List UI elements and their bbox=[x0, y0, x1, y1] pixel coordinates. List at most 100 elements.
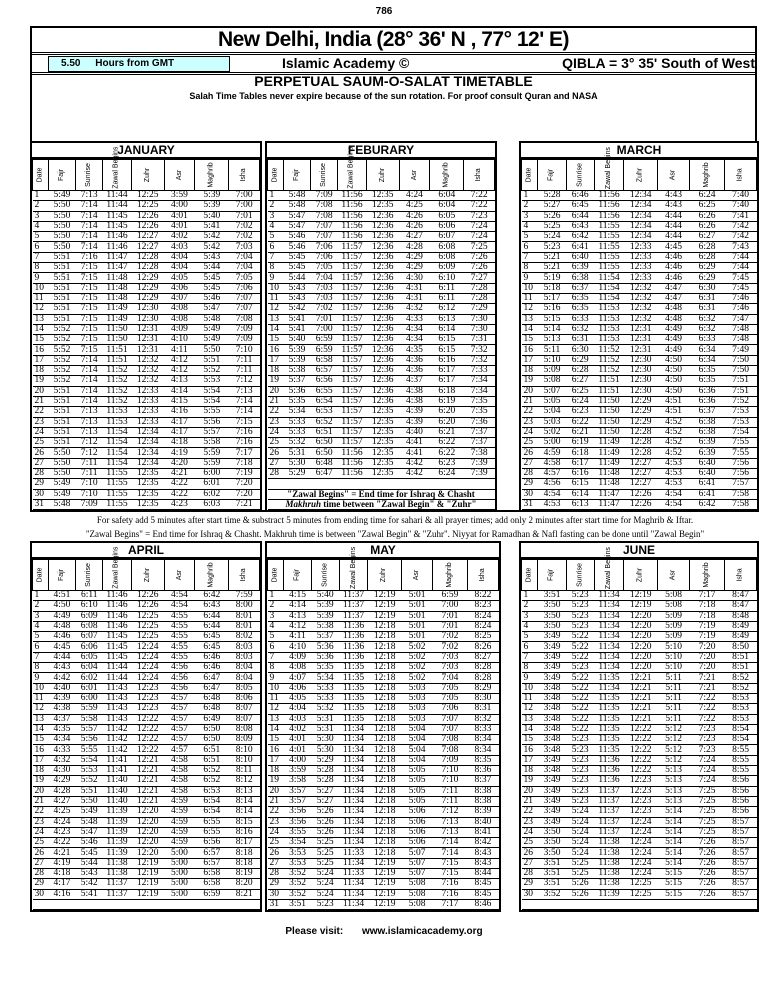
cell-zuhr: 12:33 bbox=[131, 396, 165, 408]
cell-zawal-begins: 11:45 bbox=[102, 221, 132, 233]
cell-date: 2 bbox=[267, 200, 284, 212]
cell-sunrise: 7:13 bbox=[75, 417, 103, 428]
cell-asr: 4:45 bbox=[657, 241, 690, 253]
cell-fajr: 4:57 bbox=[537, 468, 567, 480]
cell-sunrise: 7:15 bbox=[75, 334, 103, 346]
cell-asr: 4:42 bbox=[399, 468, 430, 480]
cell-asr: 4:54 bbox=[657, 489, 690, 500]
cell-zuhr: 12:20 bbox=[623, 652, 658, 664]
cell-maghrib: 6:27 bbox=[689, 231, 725, 243]
cell-fajr: 5:16 bbox=[537, 303, 567, 315]
cell-zuhr: 12:18 bbox=[367, 672, 402, 684]
cell-maghrib: 5:52 bbox=[194, 365, 229, 377]
cell-sunrise: 7:14 bbox=[75, 200, 103, 212]
cell-maghrib: 6:37 bbox=[689, 406, 725, 418]
cell-asr: 5:01 bbox=[401, 600, 433, 612]
cell-date: 6 bbox=[267, 641, 284, 653]
cell-isha: 8:27 bbox=[467, 652, 499, 664]
cell-asr: 5:02 bbox=[401, 672, 433, 684]
cell-zawal-begins: 11:45 bbox=[102, 631, 132, 643]
cell-maghrib: 6:51 bbox=[194, 755, 229, 767]
cell-maghrib: 6:39 bbox=[689, 437, 725, 449]
cell-maghrib: 7:18 bbox=[689, 611, 725, 622]
cell-zuhr: 12:31 bbox=[623, 344, 658, 356]
table-row: 26 4:59 6:18 11:49 12:28 4:52 6:39 7:55 bbox=[521, 447, 757, 459]
cell-maghrib: 6:28 bbox=[689, 241, 725, 253]
cell-date: 15 bbox=[521, 334, 538, 346]
cell-maghrib: 7:22 bbox=[689, 714, 725, 725]
cell-sunrise: 5:25 bbox=[566, 858, 595, 870]
table-row: 19 5:52 7:14 11:52 12:32 4:13 5:53 7:12 bbox=[32, 375, 260, 387]
cell-sunrise: 5:26 bbox=[311, 817, 340, 828]
table-row: 18 5:38 6:57 11:57 12:36 4:36 6:17 7:33 bbox=[267, 365, 495, 377]
table-row: 4 5:47 7:07 11:56 12:36 4:26 6:06 7:24 bbox=[267, 221, 495, 233]
cell-isha: 8:24 bbox=[467, 621, 499, 633]
cell-maghrib: 5:54 bbox=[194, 396, 229, 408]
cell-zuhr: 12:30 bbox=[131, 314, 165, 325]
cell-maghrib: 7:24 bbox=[689, 775, 725, 787]
cell-sunrise: 7:11 bbox=[75, 458, 103, 470]
cell-maghrib: 5:59 bbox=[194, 458, 229, 470]
cell-date: 17 bbox=[267, 355, 284, 367]
cell-sunrise: 5:22 bbox=[566, 683, 595, 694]
cell-isha: 7:14 bbox=[228, 406, 260, 418]
cell-zuhr: 12:34 bbox=[131, 447, 165, 459]
cell-isha: 8:51 bbox=[724, 662, 757, 674]
table-row: 6 4:10 5:36 11:36 12:18 5:02 7:02 8:26 bbox=[267, 641, 499, 653]
cell-asr: 5:10 bbox=[657, 652, 690, 664]
cell-sunrise: 7:14 bbox=[75, 396, 103, 408]
cell-zawal-begins: 11:52 bbox=[102, 396, 132, 408]
cell-date: 15 bbox=[32, 334, 49, 346]
cell-fajr: 5:15 bbox=[537, 314, 567, 325]
cell-fajr: 4:07 bbox=[283, 672, 312, 684]
cell-fajr: 5:29 bbox=[283, 468, 311, 480]
table-row: 22 3:49 5:24 11:37 12:23 5:14 7:25 8:56 bbox=[521, 806, 757, 818]
cell-asr: 4:55 bbox=[164, 641, 195, 653]
cell-date: 10 bbox=[267, 683, 284, 694]
cell-fajr: 3:51 bbox=[537, 878, 567, 890]
cell-isha: 8:42 bbox=[467, 837, 499, 849]
cell-asr: 5:10 bbox=[657, 662, 690, 674]
table-row: 1 5:28 6:46 11:56 12:34 4:43 6:24 7:40 bbox=[521, 190, 757, 202]
cell-sunrise: 5:36 bbox=[311, 652, 340, 664]
cell-maghrib: 7:22 bbox=[689, 703, 725, 715]
cell-zuhr: 12:21 bbox=[623, 703, 658, 715]
table-row: 15 3:48 5:23 11:35 12:22 5:12 7:23 8:54 bbox=[521, 734, 757, 746]
cell-zawal-begins: 11:57 bbox=[337, 355, 367, 367]
cell-isha: 8:55 bbox=[724, 755, 757, 767]
column-header: Zuhr bbox=[367, 559, 402, 591]
cell-date: 11 bbox=[521, 693, 538, 705]
cell-fajr: 5:50 bbox=[48, 447, 76, 459]
cell-date: 8 bbox=[267, 662, 284, 674]
table-row: 17 3:49 5:23 11:36 12:22 5:12 7:24 8:55 bbox=[521, 755, 757, 767]
footer-link[interactable]: www.islamicacademy.org bbox=[361, 926, 483, 937]
column-header: Asr bbox=[400, 559, 434, 591]
cell-asr: 4:36 bbox=[399, 365, 430, 377]
cell-isha: 8:20 bbox=[228, 878, 260, 890]
cell-fajr: 3:49 bbox=[537, 806, 567, 818]
cell-zawal-begins: 11:45 bbox=[102, 652, 132, 664]
cell-zuhr: 12:36 bbox=[366, 221, 400, 233]
cell-sunrise: 5:23 bbox=[566, 662, 595, 674]
table-row: 17 5:10 6:29 11:52 12:30 4:50 6:34 7:50 bbox=[521, 355, 757, 367]
cell-zawal-begins: 11:35 bbox=[594, 693, 624, 705]
cell-zuhr: 12:27 bbox=[131, 241, 165, 253]
cell-maghrib: 6:06 bbox=[429, 221, 464, 233]
cell-sunrise: 6:59 bbox=[310, 334, 338, 346]
cell-date: 26 bbox=[521, 447, 538, 459]
cell-maghrib: 6:59 bbox=[432, 590, 468, 602]
cell-zuhr: 12:30 bbox=[623, 355, 658, 367]
cell-fajr: 3:49 bbox=[537, 662, 567, 674]
cell-fajr: 3:59 bbox=[283, 765, 312, 777]
table-row: 20 5:51 7:14 11:52 12:33 4:14 5:54 7:13 bbox=[32, 386, 260, 397]
table-row: 2 4:50 6:10 11:46 12:26 4:54 6:43 8:00 bbox=[32, 600, 260, 612]
table-row: 27 3:53 5:25 11:34 12:19 5:07 7:15 8:43 bbox=[267, 858, 499, 870]
cell-asr: 5:06 bbox=[401, 827, 433, 839]
table-row: 26 5:31 6:50 11:56 12:35 4:41 6:22 7:38 bbox=[267, 447, 495, 459]
cell-isha: 8:39 bbox=[467, 806, 499, 818]
cell-fajr: 4:09 bbox=[283, 652, 312, 664]
cell-date: 21 bbox=[32, 796, 49, 808]
cell-sunrise: 6:30 bbox=[566, 344, 595, 356]
cell-fajr: 4:19 bbox=[48, 858, 76, 870]
cell-maghrib: 6:44 bbox=[194, 621, 229, 633]
